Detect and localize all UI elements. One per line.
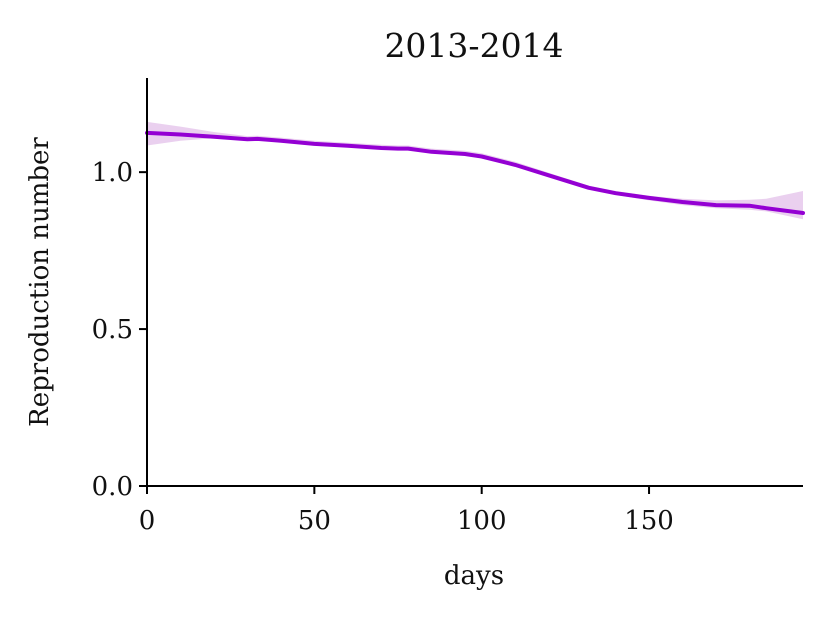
x-tick-label: 100 [457,506,507,536]
series-line [145,130,805,215]
plot-area [145,121,805,220]
axes: 0 50 100 150 0.0 0.5 1.0 [92,78,803,536]
x-tick-label: 150 [624,506,674,536]
y-tick-label: 0.5 [92,315,133,345]
x-axis-label: days [444,561,504,591]
x-tick-label: 50 [298,506,331,536]
x-tick-label: 0 [139,506,156,536]
y-tick-label: 1.0 [92,158,133,188]
chart-title: 2013-2014 [384,26,563,65]
y-tick-label: 0.0 [92,472,133,502]
y-axis-label: Reproduction number [25,137,55,427]
